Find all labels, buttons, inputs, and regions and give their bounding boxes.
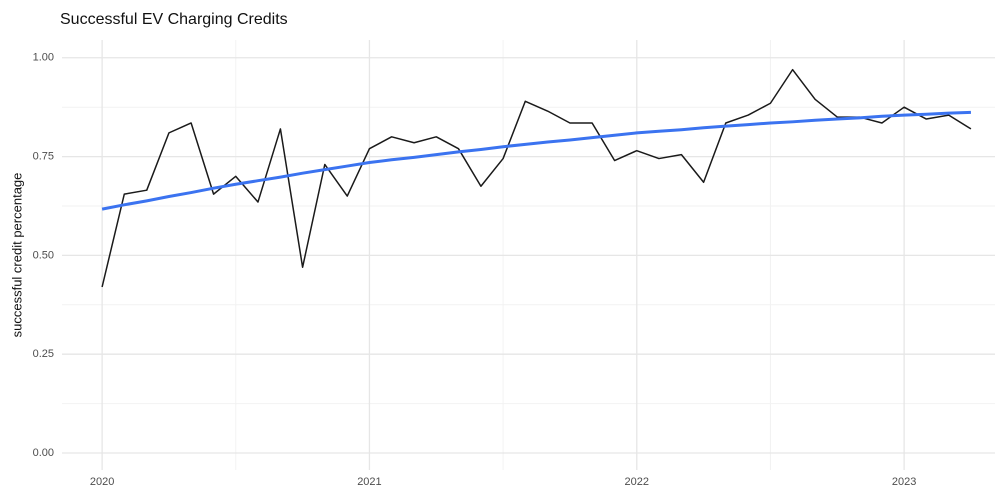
y-tick-label: 0.25 [33, 348, 54, 360]
y-tick-label: 0.00 [33, 447, 54, 459]
line-series [101, 110, 971, 211]
x-tick-label: 2022 [625, 476, 649, 488]
line-series [101, 68, 972, 288]
x-tick-label: 2021 [357, 476, 381, 488]
y-tick-label: 0.50 [33, 249, 54, 261]
x-tick-label: 2020 [90, 476, 114, 488]
chart-title: Successful EV Charging Credits [60, 11, 288, 28]
y-axis-label: successful credit percentage [9, 173, 24, 338]
y-tick-label: 0.75 [33, 150, 54, 162]
x-tick-label: 2023 [892, 476, 916, 488]
y-tick-label: 1.00 [33, 52, 54, 64]
